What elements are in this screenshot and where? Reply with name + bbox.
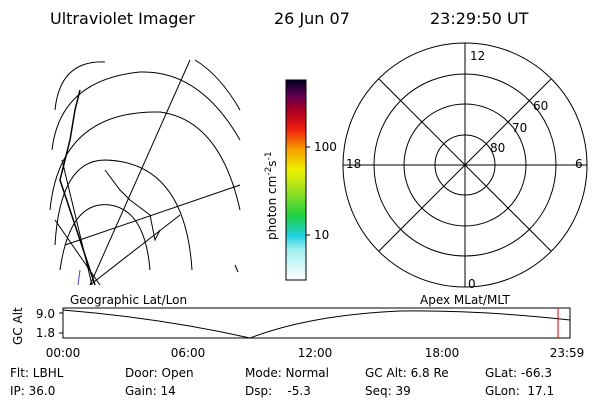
y-tick-label: 9.0	[36, 307, 55, 321]
lat-label: 70	[512, 121, 527, 135]
mlt-label: 18	[346, 157, 361, 171]
status: Gain: 14	[125, 384, 176, 398]
colorbar-tick: 100	[314, 140, 337, 154]
y-tick-label: 1.8	[36, 326, 55, 340]
x-tick-label: 00:00	[46, 346, 81, 360]
status: Flt: LBHL	[10, 366, 64, 380]
x-tick-label: 23:59	[550, 346, 585, 360]
status: Mode: Normal	[245, 366, 329, 380]
status: Door: Open	[125, 366, 194, 380]
mlt-label: 6	[575, 157, 583, 171]
colorbar-tick: 10	[314, 228, 329, 242]
x-tick-label: 12:00	[298, 346, 333, 360]
x-tick-label: 18:00	[425, 346, 460, 360]
plot-title: Apex MLat/MLT	[420, 293, 510, 307]
status: GC Alt: 6.8 Re	[365, 366, 449, 380]
colorbar	[285, 79, 310, 281]
time: 23:29:50 UT	[430, 9, 529, 28]
y-label: GC Alt	[11, 307, 25, 345]
title: Ultraviolet Imager	[50, 9, 195, 28]
status: GLon: 17.1	[485, 384, 554, 398]
geo-map	[49, 59, 241, 286]
status: Seq: 39	[365, 384, 411, 398]
status: IP: 36.0	[10, 384, 55, 398]
status: GLat: -66.3	[485, 366, 552, 380]
lat-label: 60	[533, 99, 548, 113]
altitude-axes	[59, 307, 571, 339]
plot-title: Geographic Lat/Lon	[70, 293, 187, 307]
status: Dsp: -5.3	[245, 384, 311, 398]
mlt-label: 12	[470, 49, 485, 63]
polar-grid	[342, 42, 588, 288]
x-tick-label: 06:00	[171, 346, 206, 360]
colorbar-label: photon cm-2s-1	[264, 151, 279, 240]
mlt-label: 0	[468, 277, 476, 291]
date: 26 Jun 07	[274, 9, 350, 28]
lat-label: 80	[490, 141, 505, 155]
